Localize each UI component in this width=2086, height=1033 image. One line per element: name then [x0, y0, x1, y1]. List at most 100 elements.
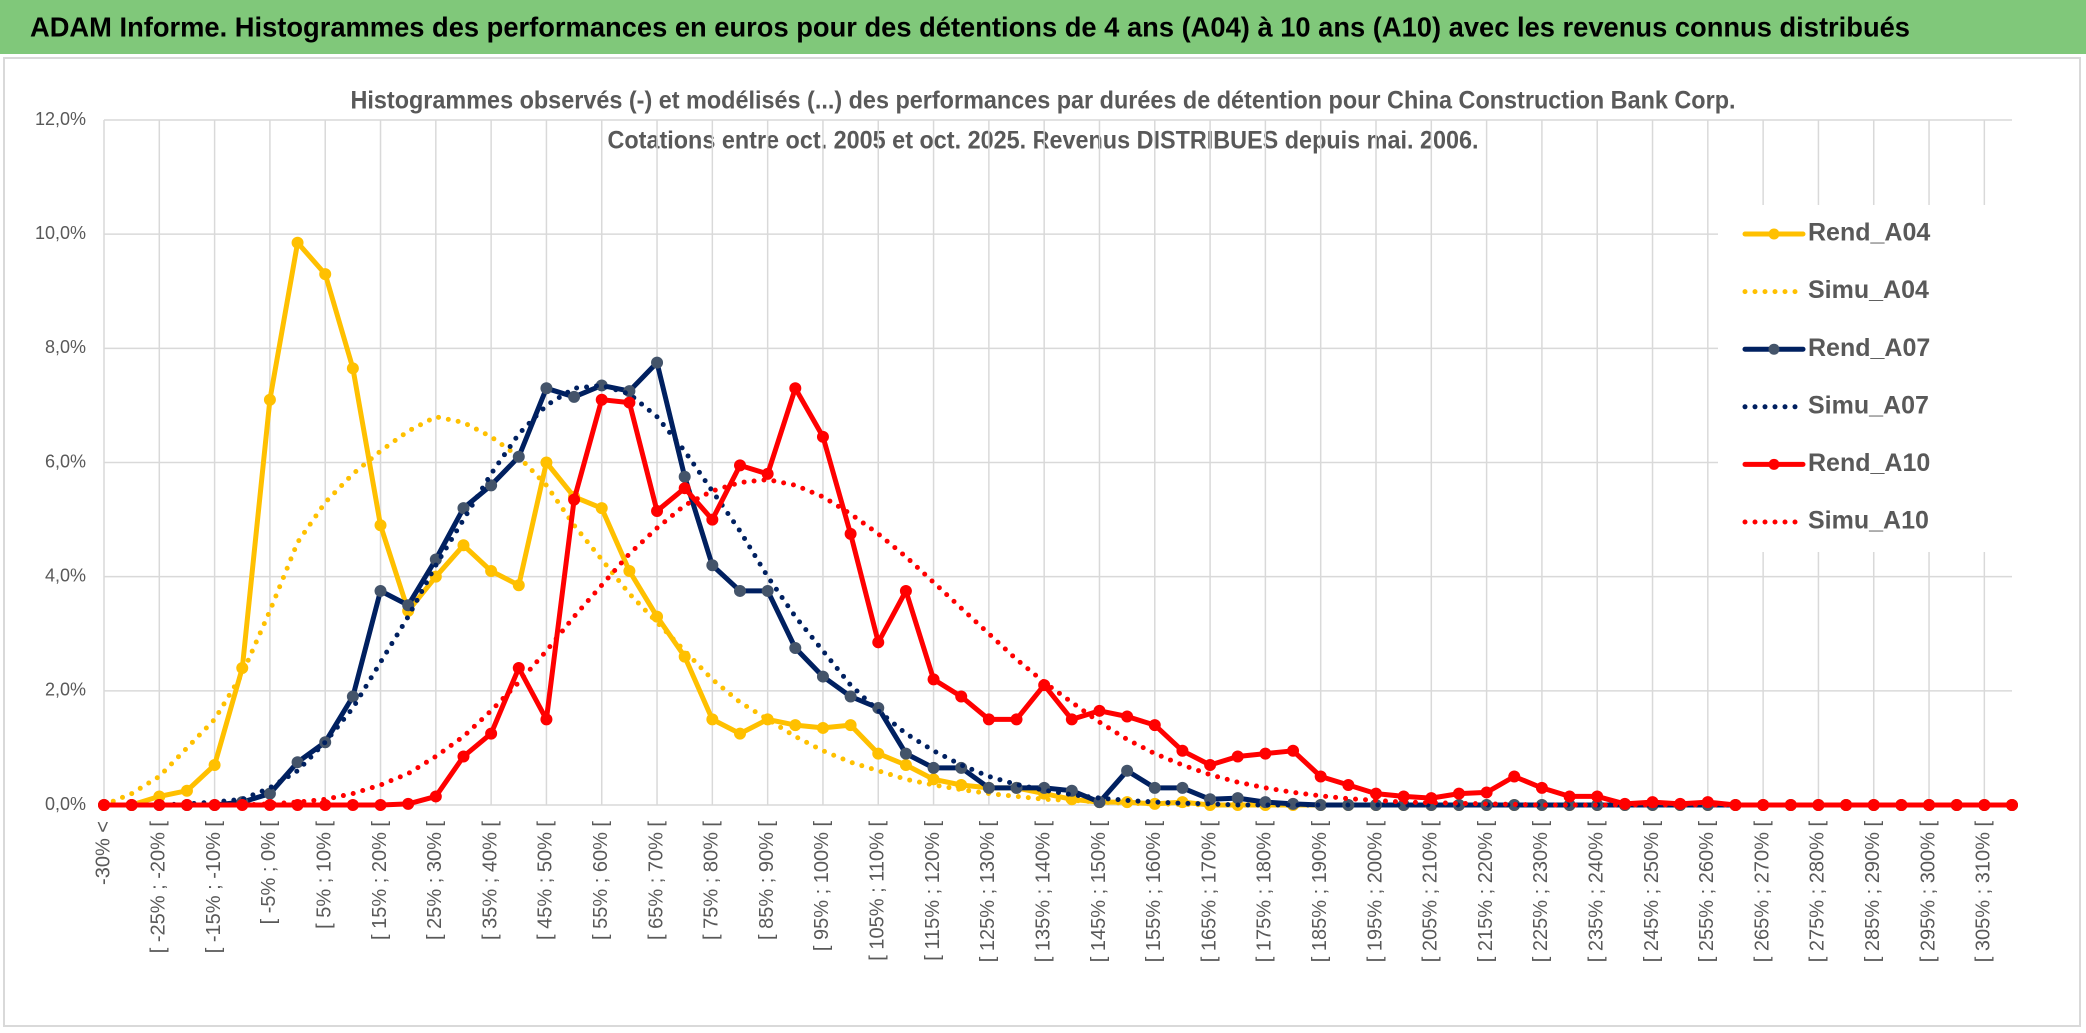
marker [899, 759, 912, 772]
marker [429, 790, 442, 803]
marker [485, 727, 498, 740]
marker [789, 642, 802, 655]
x-tick-label: [ -5% ; 0% [ [258, 821, 280, 925]
marker [623, 564, 636, 577]
x-tick-label: [ 195% ; 200% [ [1364, 821, 1386, 963]
marker [1148, 781, 1161, 794]
y-tick-label: 12,0% [35, 109, 86, 129]
marker [844, 690, 857, 703]
marker [927, 761, 940, 774]
marker [816, 670, 829, 683]
marker [1480, 786, 1493, 799]
header-bar [0, 0, 2086, 54]
legend-label: Rend_A10 [1808, 449, 1930, 477]
y-tick-label: 10,0% [35, 223, 86, 243]
model-line [101, 477, 2015, 808]
marker [844, 719, 857, 732]
marker [457, 502, 470, 515]
marker [1231, 792, 1244, 805]
marker [651, 356, 664, 369]
marker [623, 396, 636, 409]
x-tick-label: [ -25% ; -20% [ [148, 821, 170, 954]
marker [402, 797, 415, 810]
marker [595, 393, 608, 406]
marker [734, 727, 746, 740]
marker [1065, 713, 1078, 726]
marker [346, 362, 359, 375]
marker [955, 690, 968, 703]
chart-title: Histogrammes observés (-) et modélisés (… [351, 87, 1736, 115]
marker [568, 493, 581, 506]
marker [1148, 719, 1161, 732]
x-tick-label: [ 75% ; 80% [ [701, 821, 723, 940]
marker [1591, 790, 1604, 803]
legend-label: Simu_A04 [1808, 276, 1929, 304]
marker [1370, 787, 1382, 800]
marker [263, 393, 276, 406]
marker [374, 584, 387, 597]
legend-marker [1768, 458, 1780, 470]
x-tick-label: [ 295% ; 300% [ [1917, 821, 1939, 963]
marker [678, 470, 691, 483]
marker [1176, 744, 1189, 757]
x-tick-label: [ 85% ; 90% [ [756, 821, 778, 940]
marker [319, 268, 332, 281]
marker [263, 787, 276, 800]
x-tick-label: [ 225% ; 230% [ [1530, 821, 1552, 963]
marker [291, 236, 304, 249]
legend-marker [1768, 228, 1780, 240]
marker [789, 382, 802, 395]
marker [816, 430, 829, 443]
marker [761, 467, 774, 480]
marker [512, 579, 525, 592]
y-tick-label: 2,0% [45, 680, 86, 700]
x-tick-label: [ 5% ; 10% [ [313, 821, 335, 929]
x-tick-label: [ 15% ; 20% [ [369, 821, 391, 940]
x-tick-label: [ 245% ; 250% [ [1641, 821, 1663, 963]
marker [706, 559, 719, 572]
legend-label: Simu_A10 [1808, 507, 1929, 535]
legend-label: Rend_A04 [1808, 219, 1930, 247]
legend-label: Rend_A07 [1808, 334, 1930, 362]
marker [1093, 704, 1106, 717]
marker [899, 584, 912, 597]
x-tick-label: [ 125% ; 130% [ [977, 821, 999, 963]
chart-subtitle: Cotations entre oct. 2005 et oct. 2025. … [608, 127, 1479, 155]
marker [180, 784, 193, 797]
x-tick-label: [ 115% ; 120% [ [922, 821, 944, 961]
x-tick-label: [ 35% ; 40% [ [479, 821, 501, 940]
x-tick-label: [ 255% ; 260% [ [1696, 821, 1718, 963]
marker [1121, 764, 1134, 777]
marker [540, 713, 553, 726]
marker [982, 781, 995, 794]
marker [1342, 779, 1355, 792]
model-line [101, 382, 2015, 808]
marker [1121, 710, 1134, 723]
header-title: ADAM Informe. Histogrammes des performan… [30, 11, 1910, 42]
x-tick-label: [ 95% ; 100% [ [811, 821, 833, 952]
legend-label: Simu_A07 [1808, 391, 1929, 419]
x-tick-label: [ 65% ; 70% [ [645, 821, 667, 940]
marker [374, 519, 387, 532]
marker [1397, 790, 1410, 803]
marker [872, 636, 885, 649]
marker [1535, 781, 1548, 794]
x-tick-label: [ 105% ; 110% [ [867, 821, 889, 961]
marker [485, 479, 498, 492]
marker [374, 799, 387, 811]
legend: Rend_A04 Simu_A04 Rend_A07 Simu_A07 Rend_A10… [1718, 205, 2018, 552]
marker [1176, 781, 1189, 794]
x-tick-label: [ 175% ; 180% [ [1254, 821, 1276, 963]
x-tick-label: [ 25% ; 30% [ [424, 821, 446, 940]
marker [1508, 770, 1521, 783]
marker [485, 564, 498, 577]
marker [2006, 799, 2018, 811]
marker [346, 799, 359, 811]
marker [1287, 744, 1300, 757]
marker [651, 505, 664, 518]
marker [678, 482, 691, 495]
x-tick-label: [ 265% ; 270% [ [1751, 821, 1773, 963]
marker [540, 456, 553, 469]
x-tick-label: [ -15% ; -10% [ [203, 821, 225, 954]
marker [1204, 759, 1217, 772]
